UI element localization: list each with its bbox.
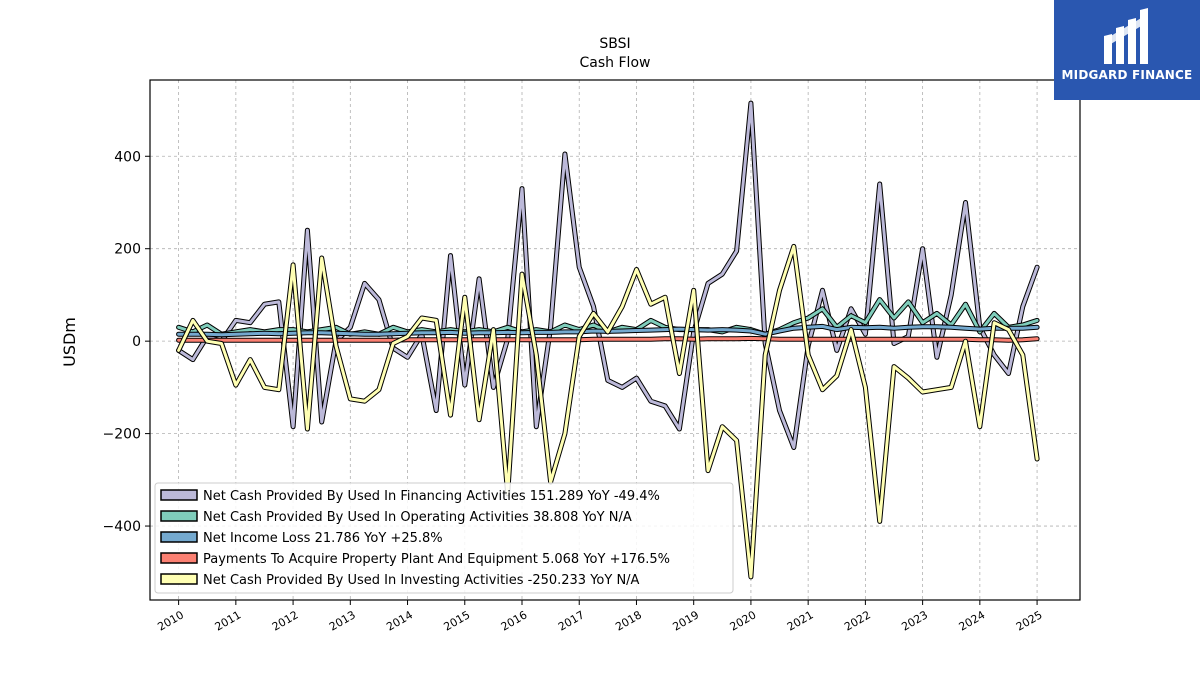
legend-label: Payments To Acquire Property Plant And E…: [203, 552, 670, 567]
series-3: [176, 335, 1040, 343]
chart-title: SBSI: [599, 36, 630, 52]
x-tick-label: 2015: [442, 608, 473, 633]
chart-subtitle: Cash Flow: [580, 55, 651, 71]
brand-logo: MIDGARD FINANCE: [1054, 0, 1200, 100]
x-ticks: 2010 2011 2012 2013 2014 2015 2016 2017 2018 2019…: [155, 600, 1045, 634]
legend-box: [154, 482, 734, 594]
legend: Net Cash Provided By Used In Financing A…: [154, 482, 734, 594]
x-tick-label: 2024: [957, 608, 988, 633]
x-tick-label: 2017: [556, 608, 587, 633]
x-tick-label: 2025: [1014, 608, 1045, 633]
x-tick-label: 2014: [384, 608, 415, 633]
legend-swatch: [160, 510, 198, 522]
x-tick-label: 2016: [499, 608, 530, 633]
x-tick-label: 2010: [155, 608, 186, 633]
x-tick-label: 2020: [728, 608, 759, 633]
series-0: [176, 100, 1040, 450]
x-tick-label: 2011: [213, 608, 244, 633]
x-tick-label: 2021: [785, 608, 816, 633]
x-tick-label: 2019: [670, 608, 701, 633]
x-tick-label: 2022: [842, 608, 873, 633]
legend-swatch: [160, 573, 198, 585]
legend-swatch: [160, 489, 198, 501]
y-axis-label: USDm: [60, 317, 79, 367]
series-layer: [176, 100, 1040, 580]
x-tick-label: 2012: [270, 608, 301, 633]
y-tick-label: −400: [103, 519, 141, 535]
x-tick-label: 2013: [327, 608, 358, 633]
legend-label: Net Cash Provided By Used In Investing A…: [203, 573, 640, 588]
series-line: [177, 244, 1039, 579]
y-tick-label: 200: [114, 242, 141, 258]
brand-name: MIDGARD FINANCE: [1061, 68, 1193, 82]
x-tick-label: 2018: [613, 608, 644, 633]
legend-swatch: [160, 552, 198, 564]
legend-swatch: [160, 531, 198, 543]
plot-frame: [149, 79, 1081, 601]
legend-label: Net Income Loss 21.786 YoY +25.8%: [203, 531, 443, 546]
legend-label: Net Cash Provided By Used In Operating A…: [203, 510, 632, 525]
y-tick-label: 0: [132, 334, 141, 350]
y-tick-label: −200: [103, 427, 141, 443]
y-ticks: −400 −200 0 200 400: [103, 149, 150, 535]
brand-mark-icon: [1104, 8, 1148, 64]
legend-label: Net Cash Provided By Used In Financing A…: [203, 489, 660, 504]
x-tick-label: 2023: [899, 608, 930, 633]
series-line-outline: [176, 100, 1040, 450]
series-line: [177, 336, 1039, 342]
y-tick-label: 400: [114, 149, 141, 165]
series-4: [176, 243, 1040, 580]
series-line: [177, 101, 1039, 449]
